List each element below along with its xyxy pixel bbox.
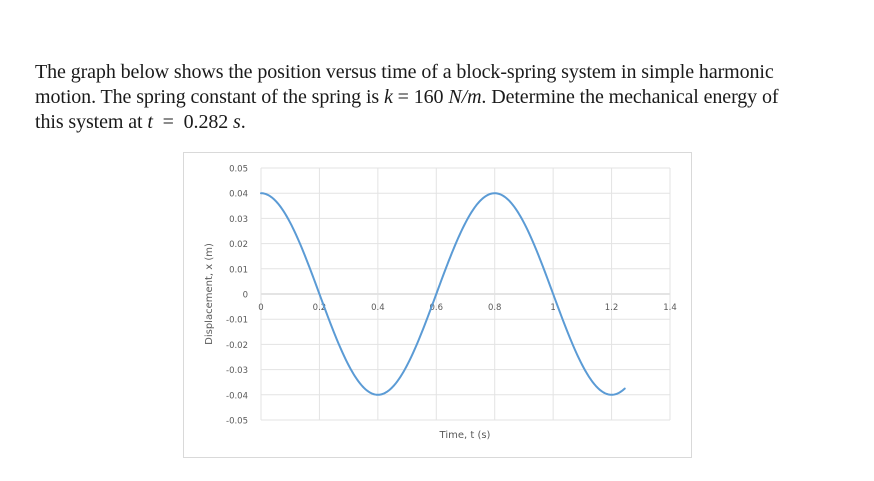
x-axis-tick-labels: 0 0.2 0.4 0.6 0.8 1 1.2 1.4 — [258, 303, 676, 313]
time-unit: s — [233, 111, 241, 133]
x-axis-label: Time, t (s) — [439, 430, 491, 441]
displacement-curve — [260, 192, 626, 396]
y-tick-label: -0.01 — [226, 316, 248, 326]
chart-frame — [183, 152, 692, 458]
spring-constant-symbol: k — [384, 86, 393, 108]
chart-gridlines — [260, 167, 671, 421]
problem-text-segment: this system at — [35, 111, 148, 133]
y-axis-tick-labels: 0.05 0.04 0.03 0.02 0.01 0 -0.01 -0.02 -0.03 -0.0… — [226, 165, 248, 427]
x-tick-label: 0.4 — [371, 303, 385, 313]
y-tick-label: -0.03 — [226, 366, 248, 376]
y-tick-label: 0.03 — [229, 215, 248, 225]
problem-text-segment: . Determine the mechanical energy of — [481, 86, 779, 108]
y-tick-label: -0.02 — [226, 341, 248, 351]
time-value: = 0.282 — [152, 111, 234, 133]
y-tick-label: 0 — [243, 291, 248, 301]
y-tick-label: 0.02 — [229, 240, 248, 250]
x-tick-label: 1 — [550, 303, 555, 313]
y-tick-label: 0.05 — [229, 165, 248, 175]
y-tick-label: -0.04 — [226, 391, 248, 401]
x-tick-label: 0.8 — [488, 303, 502, 313]
x-tick-label: 1.2 — [605, 303, 619, 313]
problem-text-segment: The graph below shows the position versu… — [35, 61, 774, 83]
x-tick-label: 0.2 — [313, 303, 327, 313]
problem-statement: The graph below shows the position versu… — [35, 60, 855, 135]
spring-constant-unit: N/m — [448, 86, 482, 108]
problem-text-segment: . — [240, 111, 246, 133]
problem-line-3: this system at t = 0.282 s. — [35, 110, 855, 135]
time-symbol: t — [147, 111, 153, 133]
x-tick-label: 0.6 — [430, 303, 444, 313]
x-tick-label: 1.4 — [663, 303, 677, 313]
spring-constant-value: = 160 — [392, 86, 449, 108]
problem-text-segment: motion. The spring constant of the sprin… — [35, 86, 384, 108]
problem-line-1: The graph below shows the position versu… — [35, 60, 855, 85]
y-axis-label: Displacement, x (m) — [204, 243, 215, 345]
x-tick-label: 0 — [258, 303, 263, 313]
y-tick-label: -0.05 — [226, 417, 248, 427]
y-tick-label: 0.04 — [229, 190, 248, 200]
problem-line-2: motion. The spring constant of the sprin… — [35, 85, 855, 110]
y-tick-label: 0.01 — [229, 265, 248, 275]
